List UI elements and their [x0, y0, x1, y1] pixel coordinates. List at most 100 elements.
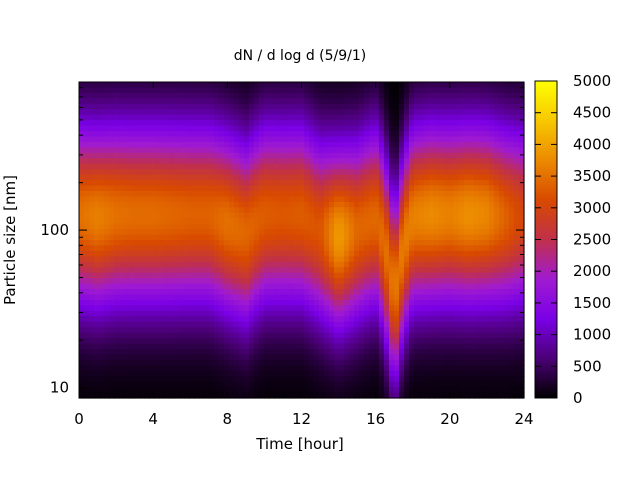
heatmap-cell [504, 359, 510, 366]
heatmap-cell [209, 103, 215, 110]
heatmap-cell [264, 392, 270, 399]
heatmap-cell [204, 125, 210, 132]
heatmap-cell [139, 338, 145, 345]
heatmap-cell [304, 82, 310, 89]
heatmap-cell [269, 327, 275, 334]
heatmap-cell [224, 240, 230, 247]
heatmap-cell [134, 359, 140, 366]
heatmap-cell [369, 250, 375, 257]
heatmap-cell [89, 256, 95, 263]
heatmap-cell [249, 87, 255, 94]
heatmap-cell [244, 261, 250, 268]
heatmap-cell [99, 218, 105, 225]
heatmap-cell [354, 332, 360, 339]
heatmap-cell [479, 207, 485, 214]
heatmap-cell [129, 316, 135, 323]
heatmap-cell [224, 131, 230, 138]
heatmap-cell [389, 256, 395, 263]
heatmap-cell [119, 207, 125, 214]
heatmap-cell [179, 365, 185, 372]
heatmap-cell [409, 201, 415, 208]
heatmap-cell [239, 354, 245, 361]
heatmap-cell [419, 223, 425, 230]
heatmap-cell [299, 316, 305, 323]
heatmap-cell [144, 201, 150, 208]
heatmap-cell [239, 223, 245, 230]
heatmap-cell [244, 327, 250, 334]
heatmap-cell [184, 310, 190, 317]
heatmap-cell [209, 169, 215, 176]
heatmap-cell [409, 125, 415, 132]
heatmap-cell [454, 147, 460, 154]
heatmap-cell [119, 109, 125, 116]
heatmap-cell [259, 338, 265, 345]
heatmap-cell [369, 125, 375, 132]
heatmap-cell [89, 120, 95, 127]
heatmap-cell [419, 141, 425, 148]
heatmap-cell [234, 376, 240, 383]
heatmap-cell [279, 305, 285, 312]
heatmap-cell [364, 289, 370, 296]
heatmap-cell [414, 305, 420, 312]
heatmap-cell [289, 114, 295, 121]
heatmap-cell [144, 131, 150, 138]
heatmap-cell [499, 299, 505, 306]
heatmap-cell [99, 120, 105, 127]
heatmap-cell [89, 365, 95, 372]
heatmap-cell [189, 158, 195, 165]
heatmap-cell [469, 343, 475, 350]
heatmap-cell [219, 376, 225, 383]
heatmap-cell [249, 359, 255, 366]
heatmap-cell [249, 98, 255, 105]
heatmap-cell [179, 163, 185, 170]
heatmap-cell [349, 180, 355, 187]
heatmap-cell [209, 240, 215, 247]
heatmap-cell [144, 163, 150, 170]
heatmap-cell [379, 245, 385, 252]
heatmap-cell [289, 169, 295, 176]
heatmap-cell [189, 365, 195, 372]
heatmap-cell [264, 180, 270, 187]
heatmap-cell [504, 272, 510, 279]
heatmap-cell [404, 125, 410, 132]
heatmap-cell [199, 190, 205, 198]
heatmap-cell [339, 109, 345, 116]
heatmap-cell [134, 169, 140, 176]
heatmap-cell [89, 174, 95, 181]
heatmap-cell [379, 343, 385, 350]
heatmap-cell [139, 82, 145, 89]
heatmap-cell [494, 327, 500, 334]
heatmap-cell [119, 267, 125, 274]
heatmap-cell [89, 370, 95, 377]
heatmap-cell [169, 381, 175, 388]
heatmap-cell [429, 321, 435, 328]
heatmap-cell [84, 125, 90, 132]
heatmap-cell [329, 196, 335, 203]
heatmap-cell [224, 338, 230, 345]
heatmap-cell [349, 136, 355, 143]
heatmap-cell [354, 190, 360, 198]
heatmap-cell [499, 212, 505, 219]
heatmap-cell [409, 278, 415, 285]
heatmap-cell [394, 87, 400, 94]
heatmap-cell [389, 229, 395, 236]
heatmap-cell [364, 370, 370, 377]
heatmap-cell [194, 125, 200, 132]
heatmap-cell [339, 348, 345, 356]
heatmap-cell [429, 289, 435, 296]
heatmap-cell [204, 147, 210, 154]
heatmap-cell [144, 229, 150, 236]
heatmap-cell [254, 338, 260, 345]
heatmap-cell [244, 299, 250, 306]
heatmap-cell [229, 305, 235, 312]
heatmap-cell [339, 103, 345, 110]
heatmap-cell [94, 82, 100, 89]
heatmap-cell [504, 207, 510, 214]
heatmap-cell [214, 299, 220, 306]
heatmap-cell [369, 147, 375, 154]
heatmap-cell [384, 218, 390, 225]
heatmap-cell [144, 180, 150, 187]
heatmap-cell [329, 316, 335, 323]
heatmap-cell [94, 338, 100, 345]
heatmap-cell [249, 212, 255, 219]
